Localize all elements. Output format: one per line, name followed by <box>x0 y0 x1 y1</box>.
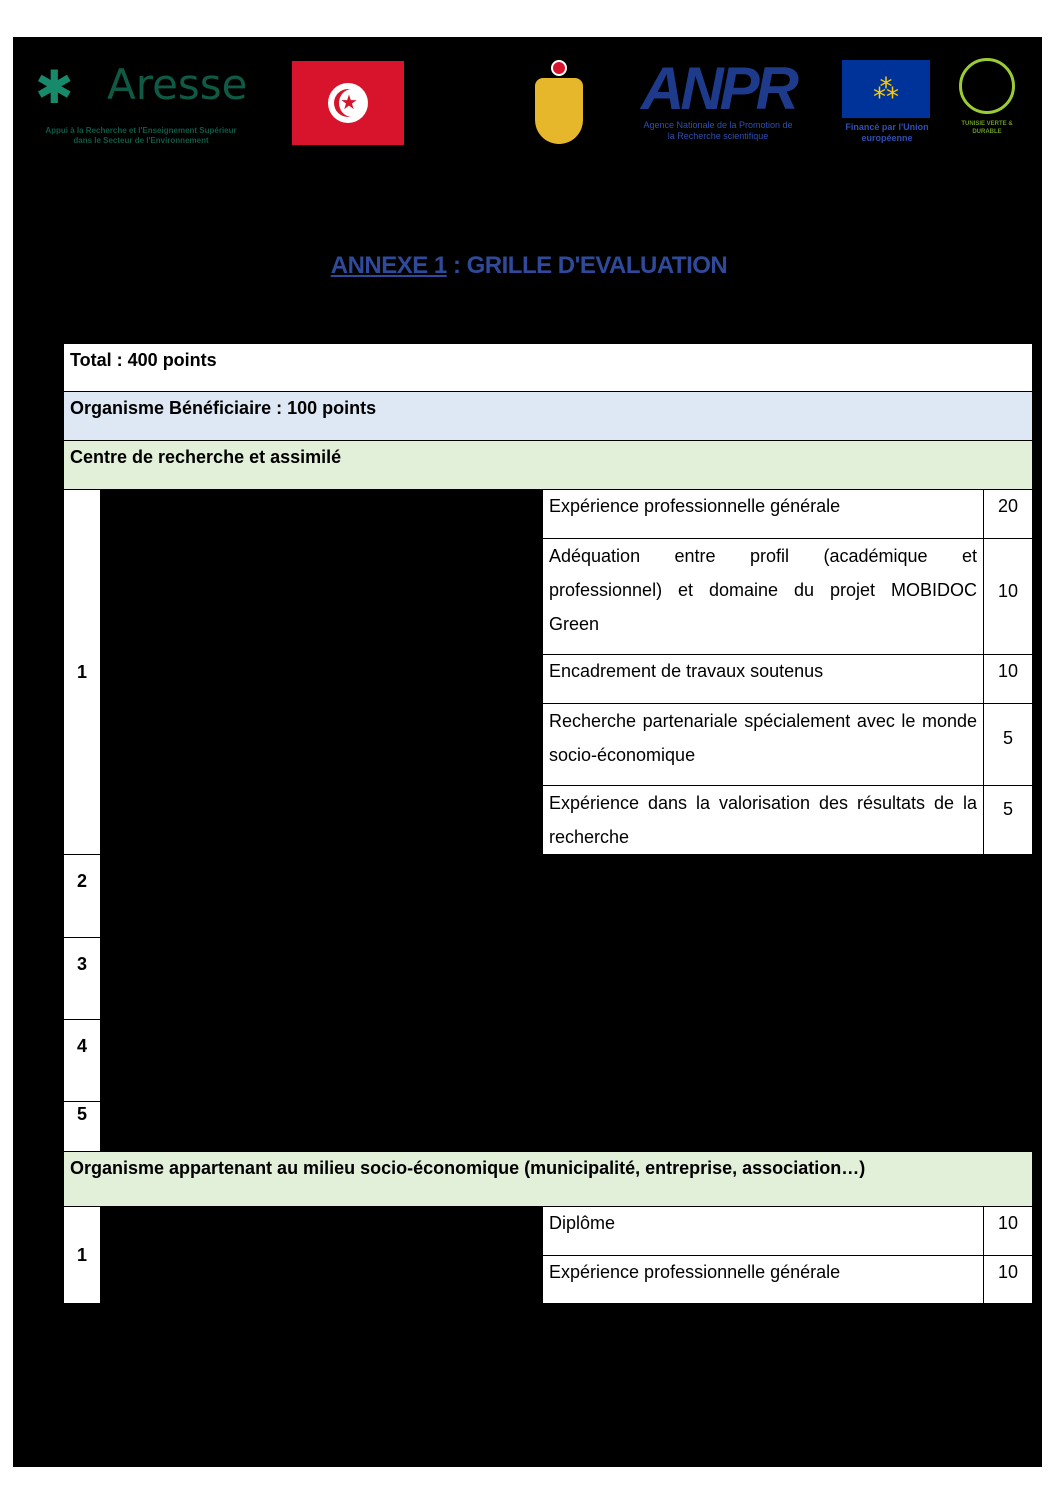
beneficiary-row: Organisme Bénéficiaire : 100 points <box>63 391 1033 441</box>
aresse-tagline: Appui à la Recherche et l'Enseignement S… <box>45 126 237 145</box>
section-header: Centre de recherche et assimilé <box>63 440 1033 490</box>
row-number: 4 <box>63 1019 101 1102</box>
aresse-name: Aresse <box>107 60 248 109</box>
row-number: 1 <box>63 489 101 855</box>
row-number: 1 <box>63 1206 101 1304</box>
title-suffix: : GRILLE D'EVALUATION <box>446 252 728 279</box>
tunisia-coat-of-arms <box>533 60 585 144</box>
points: 20 <box>983 489 1033 539</box>
total-row: Total : 400 points <box>63 343 1033 392</box>
points: 10 <box>983 1255 1033 1304</box>
points: 10 <box>983 1206 1033 1256</box>
title-prefix: ANNEXE 1 <box>330 252 448 279</box>
page-title: ANNEXE 1 : GRILLE D'EVALUATION <box>0 252 1058 280</box>
criterion: Recherche partenariale spécialement avec… <box>542 703 984 786</box>
row-number: 5 <box>63 1101 101 1152</box>
aresse-leaf-icon: ✱ <box>35 61 74 113</box>
tunisia-flag: ★ <box>292 61 404 145</box>
criterion: Expérience dans la valorisation des résu… <box>542 785 984 855</box>
section-header: Organisme appartenant au milieu socio-éc… <box>63 1151 1033 1207</box>
points: 10 <box>983 654 1033 704</box>
row-number: 3 <box>63 937 101 1020</box>
eu-logo: ⁂ Financé par l'Union européenne <box>840 60 934 150</box>
row-number: 2 <box>63 854 101 938</box>
eu-tagline: Financé par l'Union européenne <box>845 122 929 143</box>
points: 5 <box>983 703 1033 786</box>
tunisie-verte-logo: TUNISIE VERTE & DURABLE <box>955 58 1019 148</box>
criterion: Diplôme <box>542 1206 984 1256</box>
criterion: Encadrement de travaux soutenus <box>542 654 984 704</box>
aresse-logo: ✱ Aresse Appui à la Recherche et l'Ensei… <box>35 60 248 150</box>
points: 10 <box>983 538 1033 655</box>
anpr-logo: ANPR Agence Nationale de la Promotion de… <box>640 55 799 148</box>
criterion: Adéquation entre profil (académique et p… <box>542 538 984 655</box>
tunisie-verte-tagline: TUNISIE VERTE & DURABLE <box>961 121 1013 135</box>
criterion: Expérience professionnelle générale <box>542 1255 984 1304</box>
anpr-name: ANPR <box>640 55 799 122</box>
anpr-tagline: Agence Nationale de la Promotion de la R… <box>643 120 793 141</box>
criterion: Expérience professionnelle générale <box>542 489 984 539</box>
points: 5 <box>983 785 1033 855</box>
eu-stars-icon: ⁂ <box>842 60 930 118</box>
